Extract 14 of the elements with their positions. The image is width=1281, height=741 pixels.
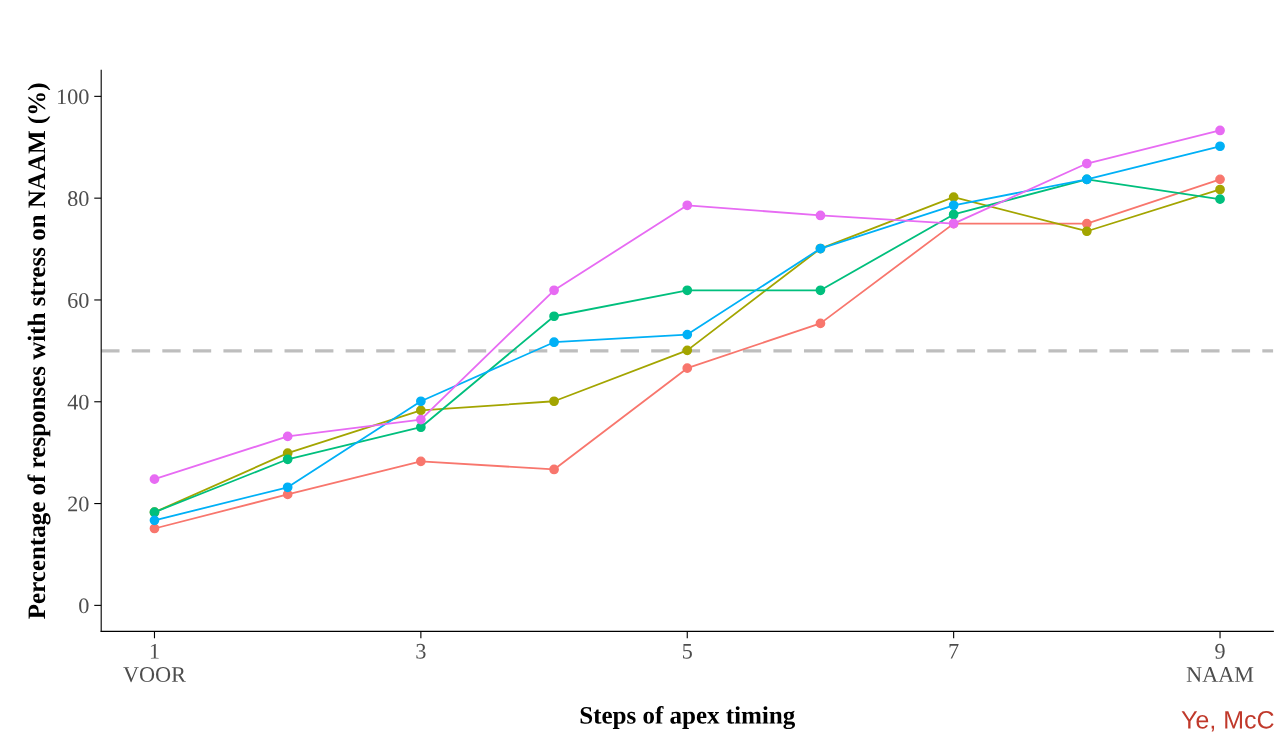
y-tick-label: 20 <box>68 496 89 512</box>
x-tick-label: 5 <box>682 644 692 659</box>
x-tick-label: 7 <box>949 644 959 659</box>
y-tick-label: 0 <box>79 598 89 614</box>
y-tick-label: 80 <box>68 191 89 207</box>
y-tick-label: 100 <box>58 89 89 105</box>
y-tick-label: 40 <box>67 394 89 410</box>
x-tick-label: 3 <box>416 643 426 659</box>
y-axis-title: Percentage of responses with stress on NAAM (%) <box>27 83 51 619</box>
x-tick-label: 9 NAAM <box>1186 643 1254 682</box>
x-axis-title: Steps of apex timing <box>580 705 796 730</box>
x-tick-label: 1 VOOR <box>123 643 186 683</box>
text: Ye, McC <box>1181 710 1274 732</box>
y-tick-label: 60 <box>68 292 89 308</box>
